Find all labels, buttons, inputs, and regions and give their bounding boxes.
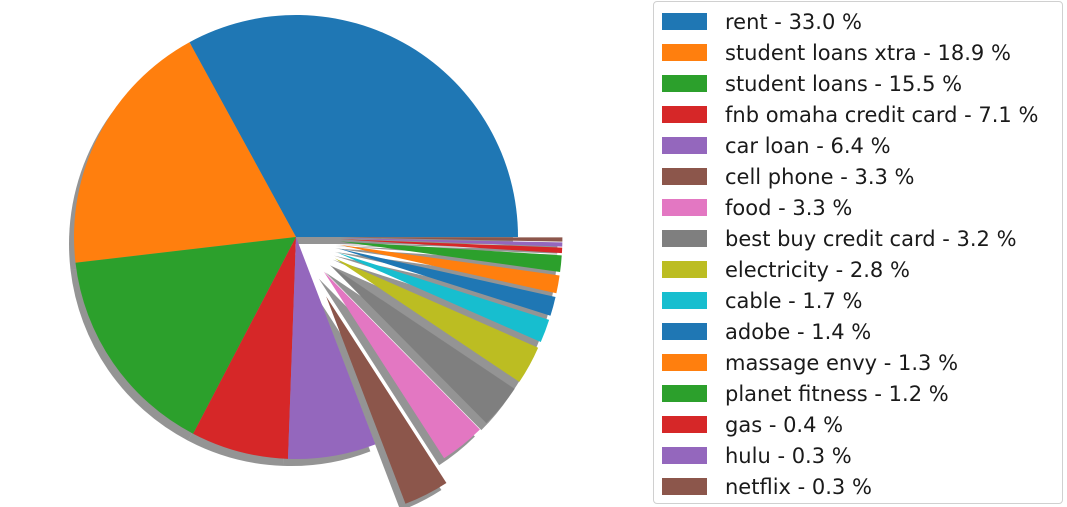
legend-label: fnb omaha credit card - 7.1 % (725, 102, 1039, 127)
legend-item-gas: gas - 0.4 % (662, 409, 1062, 440)
legend-label: cell phone - 3.3 % (725, 164, 915, 189)
pie-slice-gas (340, 239, 563, 254)
legend-item-electricity: electricity - 2.8 % (662, 254, 1062, 285)
legend-swatch (662, 385, 707, 402)
legend-swatch (662, 416, 707, 433)
legend-swatch (662, 44, 707, 61)
legend-item-best-buy-credit-card: best buy credit card - 3.2 % (662, 223, 1062, 254)
pie-slice-cell-phone (326, 296, 447, 504)
legend-swatch (662, 106, 707, 123)
pie-slice-netflix (340, 237, 563, 242)
legend-item-hulu: hulu - 0.3 % (662, 440, 1062, 471)
pie-slice-best-buy-credit-card (330, 265, 515, 424)
legend-item-car-loan: car loan - 6.4 % (662, 130, 1062, 161)
legend-swatch (662, 13, 707, 30)
legend-item-rent: rent - 33.0 % (662, 6, 1062, 37)
legend-swatch (662, 137, 707, 154)
pie-slice-electricity (334, 258, 539, 382)
legend-label: car loan - 6.4 % (725, 133, 891, 158)
pie-slice-cable (337, 252, 550, 343)
legend-label: student loans xtra - 18.9 % (725, 40, 1011, 65)
legend-item-cell-phone: cell phone - 3.3 % (662, 161, 1062, 192)
legend-swatch (662, 199, 707, 216)
pie-slice-student-loans (75, 237, 296, 434)
pie-slice-adobe (338, 248, 556, 316)
legend-swatch (662, 478, 707, 495)
legend-label: gas - 0.4 % (725, 412, 844, 437)
legend-label: cable - 1.7 % (725, 288, 863, 313)
legend-label: food - 3.3 % (725, 195, 853, 220)
pie-chart (69, 14, 563, 507)
legend-label: best buy credit card - 3.2 % (725, 226, 1017, 251)
legend-swatch (662, 168, 707, 185)
pie-slice-electricity-shadow (329, 265, 534, 389)
legend-item-massage-envy: massage envy - 1.3 % (662, 347, 1062, 378)
legend-swatch (662, 261, 707, 278)
legend-swatch (662, 230, 707, 247)
pie-slice-massage-envy (339, 244, 560, 294)
legend-swatch (662, 292, 707, 309)
pie-slice-layer (74, 14, 563, 504)
pie-slice-rent (189, 14, 518, 238)
legend-swatch (662, 75, 707, 92)
legend-swatch (662, 354, 707, 371)
legend-label: electricity - 2.8 % (725, 257, 910, 282)
legend-swatch (662, 323, 707, 340)
pie-slice-fnb-omaha-credit-card (193, 237, 296, 459)
legend-item-adobe: adobe - 1.4 % (662, 316, 1062, 347)
legend-item-fnb-omaha-credit-card: fnb omaha credit card - 7.1 % (662, 99, 1062, 130)
pie-slice-food (323, 271, 480, 459)
pie-slice-planet-fitness (340, 241, 562, 273)
legend-item-cable: cable - 1.7 % (662, 285, 1062, 316)
legend-item-student-loans: student loans - 15.5 % (662, 68, 1062, 99)
pie-slice-car-loan (287, 237, 376, 460)
pie-chart-svg (69, 14, 563, 507)
legend: rent - 33.0 % student loans xtra - 18.9 %… (653, 1, 1063, 504)
legend-label: massage envy - 1.3 % (725, 350, 959, 375)
legend-swatch (662, 447, 707, 464)
pie-slice-student-loans-xtra (74, 42, 296, 263)
legend-label: hulu - 0.3 % (725, 443, 852, 468)
legend-label: planet fitness - 1.2 % (725, 381, 949, 406)
pie-slice-hulu (340, 238, 563, 247)
legend-item-food: food - 3.3 % (662, 192, 1062, 223)
legend-label: adobe - 1.4 % (725, 319, 872, 344)
legend-item-planet-fitness: planet fitness - 1.2 % (662, 378, 1062, 409)
legend-item-netflix: netflix - 0.3 % (662, 471, 1062, 502)
legend-label: student loans - 15.5 % (725, 71, 963, 96)
legend-item-student-loans-xtra: student loans xtra - 18.9 % (662, 37, 1062, 68)
legend-label: netflix - 0.3 % (725, 474, 872, 499)
legend-label: rent - 33.0 % (725, 9, 862, 34)
